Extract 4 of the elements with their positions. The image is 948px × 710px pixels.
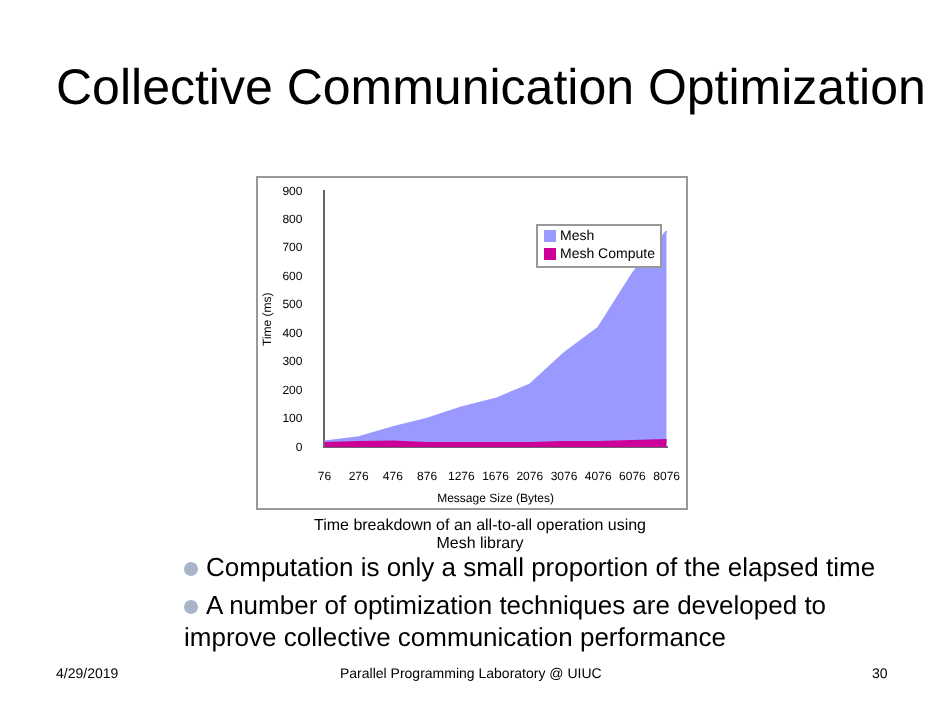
text: Time breakdown of an all-to-all operation using Mesh library	[311, 516, 648, 552]
chart-title: Collective Communication Optimization	[56, 60, 926, 118]
text: A number of optimization techniques are developed to improve collective communication performance	[184, 590, 829, 654]
text: Computation is only a small proportion of the elapsed time	[204, 552, 876, 582]
